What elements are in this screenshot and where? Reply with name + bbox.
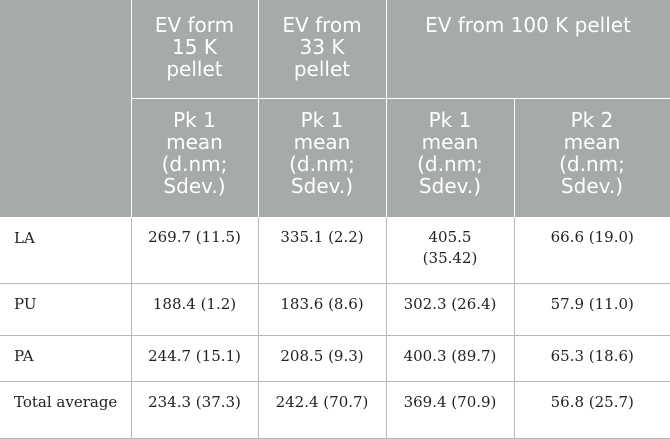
row-label: PU: [0, 283, 132, 336]
table-cell-value: 405.5 (35.42): [422, 228, 478, 267]
subheader-100k-pk1: Pk 1 mean (d.nm; Sdev.): [385, 98, 515, 217]
table-row-total-average: Total average 234.3 (37.3) 242.4 (70.7) …: [0, 381, 670, 439]
header-empty-cell: [0, 0, 132, 218]
table-cell: 242.4 (70.7): [257, 381, 387, 439]
table-cell: 56.8 (25.7): [513, 381, 670, 439]
table-cell: 269.7 (11.5): [130, 217, 259, 284]
subheader-100k-pk2: Pk 2 mean (d.nm; Sdev.): [513, 98, 670, 217]
table-row-pu: PU 188.4 (1.2) 183.6 (8.6) 302.3 (26.4) …: [0, 283, 670, 336]
table-cell: 188.4 (1.2): [130, 283, 259, 336]
table-cell: 244.7 (15.1): [130, 335, 259, 382]
table-cell: 66.6 (19.0): [513, 217, 670, 284]
header-ev-15k: EV form 15 K pellet: [130, 0, 259, 99]
header-row-groups: EV form 15 K pellet EV from 33 K pellet …: [0, 0, 670, 218]
table-row-la: LA 269.7 (11.5) 335.1 (2.2) 405.5 (35.42…: [0, 217, 670, 284]
table-cell: 400.3 (89.7): [385, 335, 515, 382]
table-cell: 302.3 (26.4): [385, 283, 515, 336]
subheader-33k-pk1: Pk 1 mean (d.nm; Sdev.): [257, 98, 387, 217]
row-label: Total average: [0, 381, 132, 439]
table-cell: 208.5 (9.3): [257, 335, 387, 382]
header-row-subheaders: Pk 1 mean (d.nm; Sdev.) Pk 1 mean (d.nm;…: [0, 98, 670, 217]
table-cell: 65.3 (18.6): [513, 335, 670, 382]
table-cell: 183.6 (8.6): [257, 283, 387, 336]
table-row-pa: PA 244.7 (15.1) 208.5 (9.3) 400.3 (89.7)…: [0, 335, 670, 382]
header-ev-33k: EV from 33 K pellet: [257, 0, 387, 99]
table-cell: 234.3 (37.3): [130, 381, 259, 439]
table-cell: 57.9 (11.0): [513, 283, 670, 336]
table-cell: 405.5 (35.42): [385, 217, 515, 284]
table-cell: 369.4 (70.9): [385, 381, 515, 439]
row-label: PA: [0, 335, 132, 382]
subheader-15k-pk1: Pk 1 mean (d.nm; Sdev.): [130, 98, 259, 217]
row-label: LA: [0, 217, 132, 284]
header-ev-100k: EV from 100 K pellet: [385, 0, 670, 99]
table-cell: 335.1 (2.2): [257, 217, 387, 284]
